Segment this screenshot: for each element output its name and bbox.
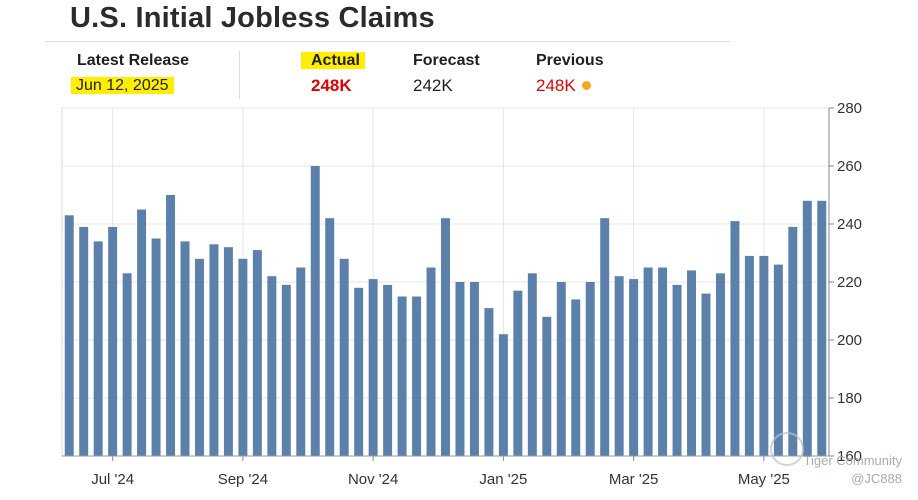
tiger-logo-icon xyxy=(770,432,804,466)
y-tick-label: 160 xyxy=(837,448,862,465)
bar xyxy=(571,299,581,456)
bar xyxy=(687,270,697,456)
previous-value: 248K xyxy=(536,76,576,95)
previous-label: Previous xyxy=(536,52,604,69)
x-tick-label: Jul '24 xyxy=(91,471,134,488)
header-divider xyxy=(239,51,240,99)
bar xyxy=(252,250,262,456)
bar xyxy=(715,273,725,456)
bar xyxy=(643,267,653,456)
bar xyxy=(513,290,523,456)
latest-release-label: Latest Release xyxy=(77,52,190,69)
x-tick-label: May '25 xyxy=(738,471,790,488)
bar xyxy=(542,316,552,456)
actual-value: 248K xyxy=(311,76,352,95)
bar xyxy=(310,166,320,456)
bar xyxy=(93,241,103,456)
x-tick-label: Nov '24 xyxy=(348,471,398,488)
bar xyxy=(484,308,494,456)
y-tick-label: 240 xyxy=(837,216,862,233)
bar xyxy=(730,221,740,456)
bar xyxy=(339,258,349,456)
bar xyxy=(498,334,508,456)
bar xyxy=(788,226,798,456)
bar xyxy=(773,264,783,456)
bar xyxy=(64,215,74,456)
bar xyxy=(122,273,132,456)
bar xyxy=(701,293,711,456)
latest-release-date-wrap: Jun 12, 2025 xyxy=(71,77,174,95)
bar xyxy=(469,282,479,456)
bar xyxy=(817,200,827,456)
bar xyxy=(585,282,595,456)
page-title: U.S. Initial Jobless Claims xyxy=(70,2,435,34)
x-tick-label: Mar '25 xyxy=(609,471,659,488)
bar xyxy=(180,241,190,456)
bar xyxy=(744,255,754,456)
bar xyxy=(600,218,610,456)
watermark-line2: @JC888 xyxy=(851,471,902,486)
bar xyxy=(658,267,668,456)
bar xyxy=(281,284,291,456)
watermark-line1: Tiger Community xyxy=(803,453,902,468)
bar xyxy=(802,200,812,456)
y-tick-label: 180 xyxy=(837,390,862,407)
bar xyxy=(325,218,335,456)
previous-dot-icon xyxy=(581,81,591,90)
bar xyxy=(527,273,537,456)
bar xyxy=(209,244,219,456)
previous-value-wrap: 248K xyxy=(536,76,591,96)
bar xyxy=(614,276,624,456)
bar xyxy=(455,282,465,456)
bar xyxy=(79,226,89,456)
title-divider xyxy=(45,41,730,42)
forecast-label: Forecast xyxy=(413,52,480,69)
actual-label-wrap: Actual xyxy=(301,52,365,70)
bar xyxy=(166,195,176,456)
bar xyxy=(354,287,364,456)
forecast-value: 242K xyxy=(413,76,453,95)
bar xyxy=(368,279,378,456)
bar xyxy=(397,296,407,456)
bar xyxy=(426,267,436,456)
watermark: Tiger Community @JC888 xyxy=(804,452,902,488)
bar xyxy=(441,218,450,456)
actual-label: Actual xyxy=(301,52,365,69)
bar xyxy=(556,282,566,456)
y-tick-label: 220 xyxy=(837,274,862,291)
bar xyxy=(629,279,639,456)
bar xyxy=(108,226,118,456)
y-tick-label: 280 xyxy=(837,100,862,117)
x-tick-label: Sep '24 xyxy=(218,471,268,488)
y-tick-label: 200 xyxy=(837,332,862,349)
bar xyxy=(151,238,161,456)
bar xyxy=(238,258,248,456)
latest-release-date: Jun 12, 2025 xyxy=(71,77,174,94)
bar xyxy=(759,255,769,456)
bar xyxy=(296,267,306,456)
bar xyxy=(137,209,147,456)
bar xyxy=(267,276,277,456)
bar xyxy=(223,247,233,456)
bar xyxy=(672,284,682,456)
y-tick-label: 260 xyxy=(837,158,862,175)
bar xyxy=(412,296,422,456)
x-tick-label: Jan '25 xyxy=(479,471,527,488)
bar xyxy=(194,258,204,456)
bar xyxy=(383,284,393,456)
